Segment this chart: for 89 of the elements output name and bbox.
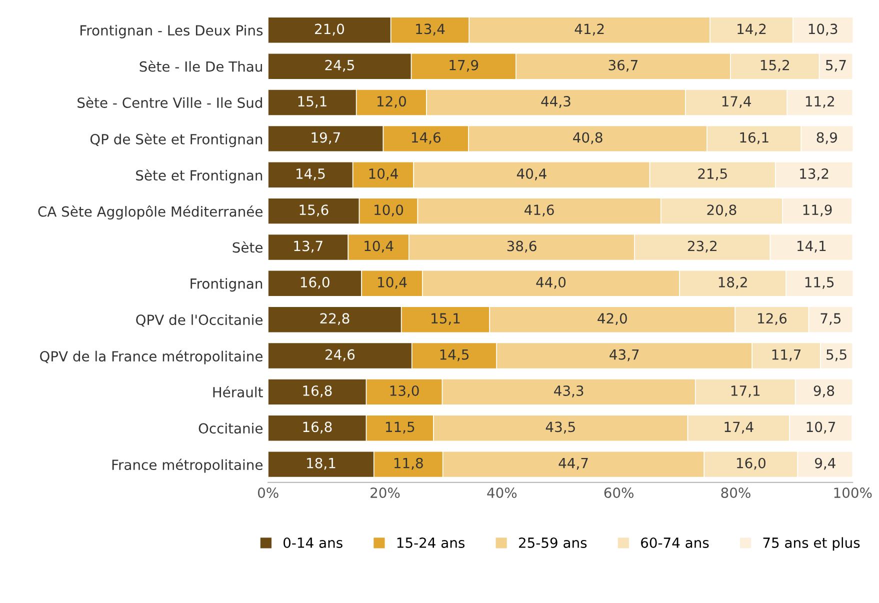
data-label: 13,2: [800, 168, 828, 180]
data-label: 24,5: [325, 60, 354, 72]
data-label: 12,6: [758, 313, 787, 326]
data-label: 44,3: [541, 96, 570, 108]
data-label: 38,6: [507, 240, 536, 253]
data-label: 43,7: [610, 349, 639, 362]
x-tick-label: 60%: [604, 488, 634, 498]
y-tick-label: QPV de la France métropolitaine: [40, 350, 262, 364]
y-tick-label: CA Sète Agglopôle Méditerranée: [38, 205, 262, 220]
data-label: 17,9: [450, 60, 478, 72]
y-tick-label: Sète - Ile De Thau: [140, 60, 262, 72]
data-label: 16,8: [303, 385, 332, 398]
data-label: 10,4: [364, 240, 394, 253]
data-label: 10,4: [369, 168, 398, 180]
data-label: 10,0: [374, 204, 404, 216]
data-label: 23,2: [688, 240, 716, 253]
data-label: 11,5: [805, 277, 834, 289]
data-label: 17,4: [724, 422, 754, 434]
data-label: 10,7: [806, 422, 836, 434]
data-label: 44,0: [536, 276, 566, 289]
data-label: 43,3: [554, 385, 584, 398]
legend-label: 15-24 ans: [397, 537, 465, 548]
data-label: 14,2: [738, 24, 766, 36]
data-label: 41,6: [524, 204, 554, 216]
data-label: 43,5: [546, 422, 575, 434]
data-label: 21,5: [698, 168, 727, 180]
data-label: 16,1: [740, 132, 768, 144]
data-label: 13,7: [294, 240, 322, 253]
data-label: 41,2: [574, 24, 604, 36]
data-label: 5,5: [826, 349, 846, 362]
data-label: 24,6: [326, 349, 355, 362]
data-label: 15,1: [298, 96, 326, 108]
legend-label: 25-59 ans: [518, 537, 587, 548]
data-label: 14,6: [412, 132, 441, 144]
x-tick-label: 100%: [834, 488, 872, 498]
data-label: 11,5: [386, 422, 414, 434]
y-tick-label: France métropolitaine: [112, 458, 262, 473]
data-label: 10,3: [808, 24, 838, 36]
x-tick-label: 20%: [370, 488, 400, 498]
data-label: 21,0: [315, 24, 344, 36]
data-label: 13,4: [416, 24, 445, 36]
data-label: 40,8: [573, 132, 602, 144]
data-label: 5,7: [826, 60, 846, 72]
y-tick-label: Sète et Frontignan: [136, 169, 262, 184]
data-label: 16,8: [303, 422, 332, 434]
data-label: 14,5: [440, 349, 469, 362]
y-tick-label: QPV de l'Occitanie: [136, 314, 262, 327]
data-label: 8,9: [816, 132, 837, 144]
data-label: 11,2: [806, 96, 834, 108]
legend-label: 60-74 ans: [641, 537, 709, 548]
data-label: 44,7: [558, 458, 588, 470]
data-label: 16,0: [300, 276, 330, 289]
legend-label: 0-14 ans: [284, 537, 342, 548]
data-label: 17,1: [731, 386, 760, 398]
data-label: 14,1: [797, 240, 826, 253]
data-label: 13,0: [390, 385, 419, 398]
data-label: 19,7: [312, 132, 340, 144]
y-tick-label: Hérault: [213, 386, 263, 398]
y-tick-label: Frontignan - Les Deux Pins: [80, 24, 263, 38]
data-label: 9,4: [814, 458, 836, 470]
data-label: 20,8: [707, 204, 736, 216]
data-label: 11,7: [772, 349, 801, 362]
data-label: 16,0: [736, 458, 766, 470]
x-tick-label: 0%: [258, 488, 278, 498]
data-label: 18,2: [718, 276, 747, 289]
data-label: 18,1: [307, 458, 336, 470]
data-label: 42,0: [598, 313, 627, 326]
data-label: 12,0: [377, 96, 406, 108]
y-tick-label: Sète - Centre Ville - Ile Sud: [78, 96, 262, 108]
y-tick-label: QP de Sète et Frontignan: [90, 133, 262, 148]
y-tick-label: Sète: [232, 241, 262, 253]
data-label: 40,4: [516, 168, 546, 180]
data-label: 36,7: [608, 60, 638, 72]
y-tick-label: Frontignan: [190, 278, 262, 292]
data-label: 14,5: [296, 168, 325, 180]
data-label: 10,4: [378, 276, 407, 289]
legend-label: 75 ans et plus: [763, 537, 860, 551]
data-label: 11,9: [803, 204, 832, 216]
data-label: 11,8: [394, 458, 423, 470]
data-label: 15,6: [300, 204, 328, 216]
data-label: 17,4: [722, 96, 751, 108]
data-label: 7,5: [820, 313, 841, 326]
data-label: 15,1: [432, 313, 460, 326]
x-tick-label: 40%: [487, 488, 517, 498]
y-tick-label: Occitanie: [198, 422, 262, 434]
data-label: 15,2: [760, 60, 789, 72]
x-tick-label: 80%: [721, 488, 750, 498]
data-label: 9,8: [814, 385, 834, 398]
data-label: 22,8: [320, 313, 350, 326]
